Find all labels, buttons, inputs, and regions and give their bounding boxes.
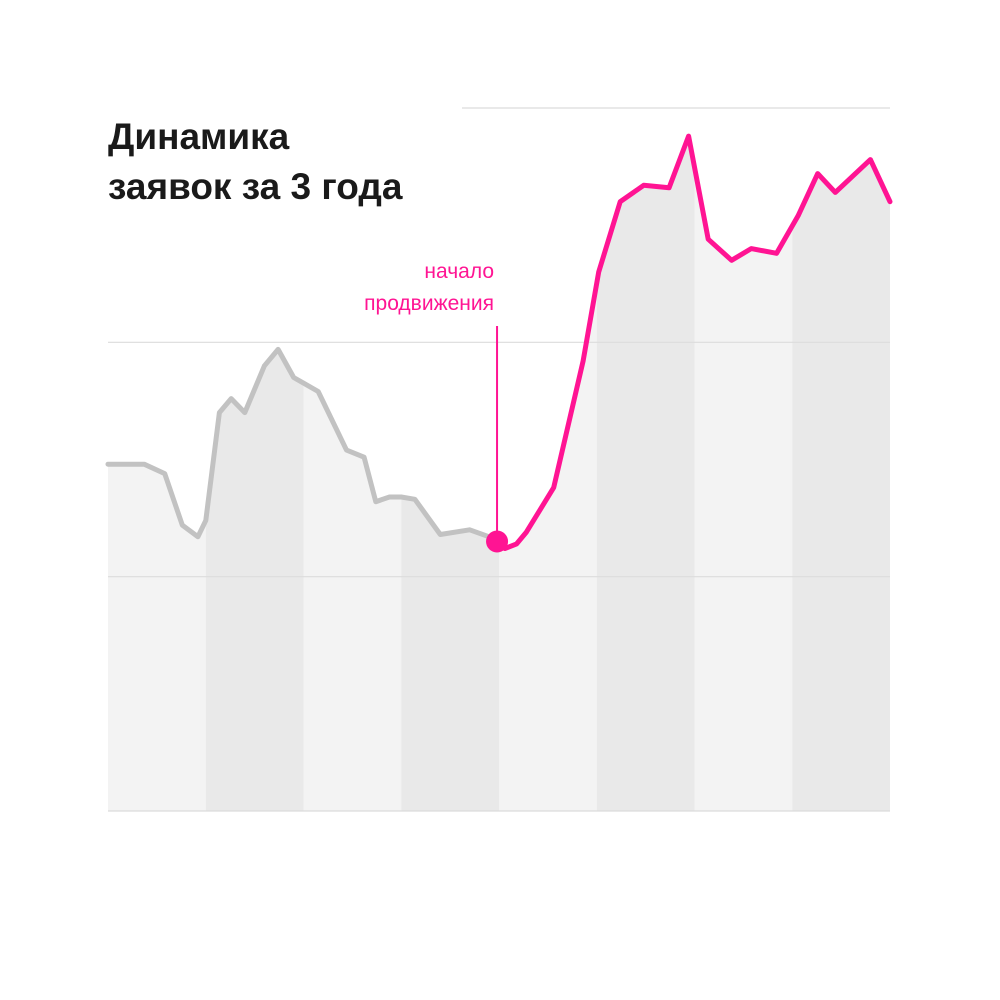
annotation-line-1: начало bbox=[424, 260, 494, 283]
area-fill bbox=[108, 108, 890, 549]
area-above-curve bbox=[108, 108, 890, 549]
chart-title: Динамика заявок за 3 года bbox=[108, 112, 402, 212]
gridlines bbox=[108, 107, 890, 812]
chart-title-line-2: заявок за 3 года bbox=[108, 166, 403, 207]
annotation-line-2: продвижения bbox=[364, 292, 494, 315]
series-lines bbox=[105, 133, 893, 551]
series-line-before bbox=[105, 346, 502, 544]
promotion-start-point bbox=[486, 530, 509, 553]
series-line-after bbox=[496, 133, 893, 551]
promotion-start-annotation: начало продвижения bbox=[364, 256, 494, 320]
background-column-6 bbox=[596, 136, 695, 811]
background-column-8 bbox=[792, 136, 890, 811]
chart-title-line-1: Динамика bbox=[108, 116, 290, 157]
markers bbox=[486, 326, 509, 553]
